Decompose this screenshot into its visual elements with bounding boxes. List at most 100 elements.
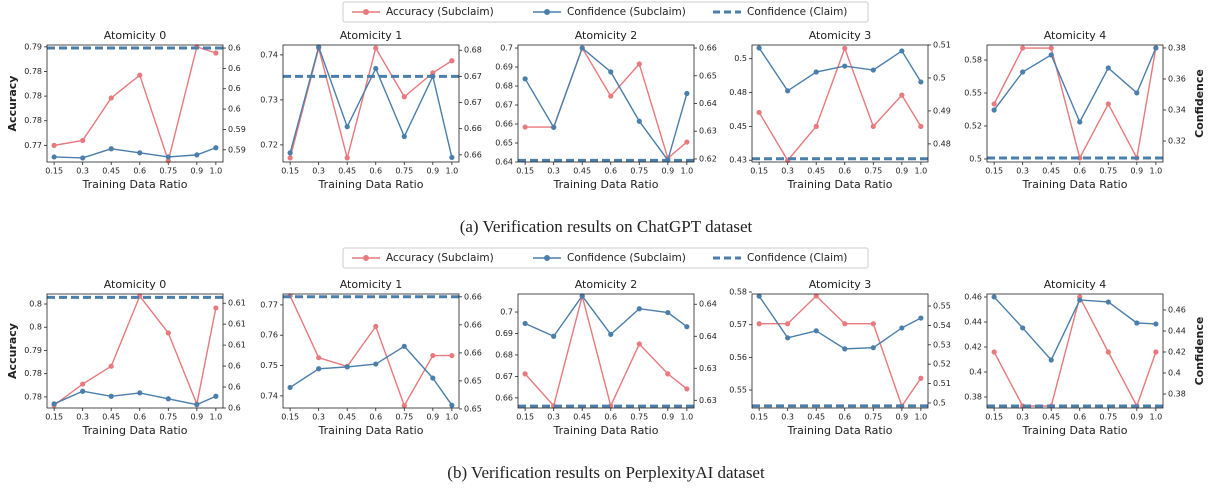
x-tick-label: 0.9 — [190, 167, 203, 176]
y2-tick-label: 0.48 — [933, 139, 951, 148]
y-tick-label: 0.38 — [964, 393, 982, 402]
x-tick-label: 0.6 — [133, 413, 146, 422]
x-axis-label: Training Data Ratio — [82, 424, 188, 437]
series-line — [758, 295, 922, 350]
panel-title: Atomicity 4 — [1044, 278, 1107, 291]
point — [813, 69, 819, 75]
x-tick-label: 0.3 — [547, 413, 560, 422]
y-tick-label: 0.5 — [969, 154, 982, 163]
y2-tick-label: 0.32 — [1168, 137, 1186, 146]
x-tick-label: 0.75 — [395, 167, 413, 176]
y2-tick-label: 0.63 — [699, 364, 717, 373]
y2-tick-label: 0.6 — [228, 105, 241, 114]
x-tick-label: 0.75 — [864, 167, 882, 176]
legend-label: Confidence (Claim) — [747, 6, 847, 18]
y-tick-label: 0.77 — [260, 300, 278, 309]
x-tick-label: 0.6 — [1073, 413, 1086, 422]
point — [1105, 65, 1111, 71]
y-tick-label: 0.74 — [260, 50, 278, 59]
point — [551, 333, 557, 339]
plot-frame — [751, 293, 929, 409]
y-tick-label: 0.5 — [734, 54, 747, 63]
y-tick-label: 0.7 — [500, 44, 513, 53]
point — [137, 72, 143, 78]
x-tick-label: 0.45 — [573, 413, 591, 422]
point — [756, 45, 762, 51]
y-tick-label: 0.78 — [24, 116, 42, 125]
panel-title: Atomicity 2 — [575, 278, 638, 291]
x-tick-label: 0.3 — [312, 167, 325, 176]
point — [213, 305, 219, 311]
series-line — [758, 46, 922, 162]
point — [449, 352, 455, 359]
y2-tick-label: 0.52 — [933, 360, 951, 369]
y-tick-label: 0.8 — [29, 300, 42, 309]
point — [991, 101, 997, 107]
x-tick-label: 1.0 — [1149, 167, 1162, 176]
point — [684, 90, 690, 97]
x-axis-label: Training Data Ratio — [82, 178, 188, 191]
series-line — [993, 47, 1157, 124]
point — [165, 154, 171, 160]
x-tick-label: 1.0 — [1149, 413, 1162, 422]
y2-tick-label: 0.66 — [464, 292, 482, 301]
y2-tick-label: 0.6 — [228, 64, 241, 73]
point — [344, 124, 350, 130]
plot-frame — [282, 44, 460, 163]
point — [80, 388, 86, 394]
panel-title: Atomicity 0 — [104, 278, 167, 291]
point — [1105, 349, 1111, 355]
point — [991, 294, 997, 300]
point — [137, 390, 143, 396]
point — [51, 154, 57, 160]
x-tick-label: 0.15 — [516, 167, 534, 176]
point — [918, 79, 924, 85]
series-line — [524, 293, 688, 408]
point — [870, 123, 876, 129]
x-tick-label: 1.0 — [209, 413, 222, 422]
y2-tick-label: 0.66 — [464, 348, 482, 357]
y-tick-label: 0.57 — [729, 320, 747, 329]
x-axis-label: Training Data Ratio — [787, 424, 893, 437]
y2-tick-label: 0.66 — [699, 44, 717, 53]
y-tick-label: 0.8 — [29, 323, 42, 332]
series-line — [289, 295, 452, 408]
y-tick-label: 0.7 — [500, 308, 513, 317]
x-tick-label: 0.45 — [1042, 167, 1060, 176]
x-tick-label: 0.9 — [190, 413, 203, 422]
plot-frame — [517, 44, 695, 163]
y-tick-label: 0.76 — [260, 331, 278, 340]
y2-tick-label: 0.67 — [464, 72, 482, 81]
x-tick-label: 0.45 — [1042, 413, 1060, 422]
y-tick-label: 0.78 — [24, 92, 42, 101]
point — [813, 293, 819, 299]
x-tick-label: 0.3 — [76, 413, 89, 422]
x-tick-label: 0.15 — [985, 413, 1003, 422]
point — [636, 118, 642, 124]
point — [608, 93, 614, 99]
x-tick-label: 0.75 — [630, 413, 648, 422]
x-tick-label: 0.15 — [750, 167, 768, 176]
point — [785, 335, 791, 341]
legend-marker — [544, 255, 550, 261]
y-tick-label: 0.64 — [495, 158, 513, 167]
x-axis-label: Training Data Ratio — [318, 178, 424, 191]
plot-frame — [986, 44, 1164, 163]
y2-tick-label: 0.6 — [228, 44, 241, 53]
y2-tick-label: 0.6 — [228, 362, 241, 371]
point — [785, 88, 791, 94]
legend-label: Confidence (Claim) — [747, 252, 847, 264]
series-line — [993, 47, 1157, 161]
y2-axis-label: Confidence — [1193, 317, 1206, 386]
y2-tick-label: 0.61 — [228, 341, 246, 350]
point — [522, 76, 528, 82]
y2-tick-label: 0.36 — [1168, 74, 1186, 83]
point — [80, 381, 86, 387]
caption: (a) Verification results on ChatGPT data… — [460, 217, 753, 236]
y-tick-label: 0.73 — [260, 95, 278, 104]
point — [108, 393, 114, 399]
x-tick-label: 0.45 — [807, 413, 825, 422]
y2-tick-label: 0.51 — [933, 41, 951, 50]
x-tick-label: 1.0 — [680, 413, 693, 422]
point — [870, 345, 876, 351]
